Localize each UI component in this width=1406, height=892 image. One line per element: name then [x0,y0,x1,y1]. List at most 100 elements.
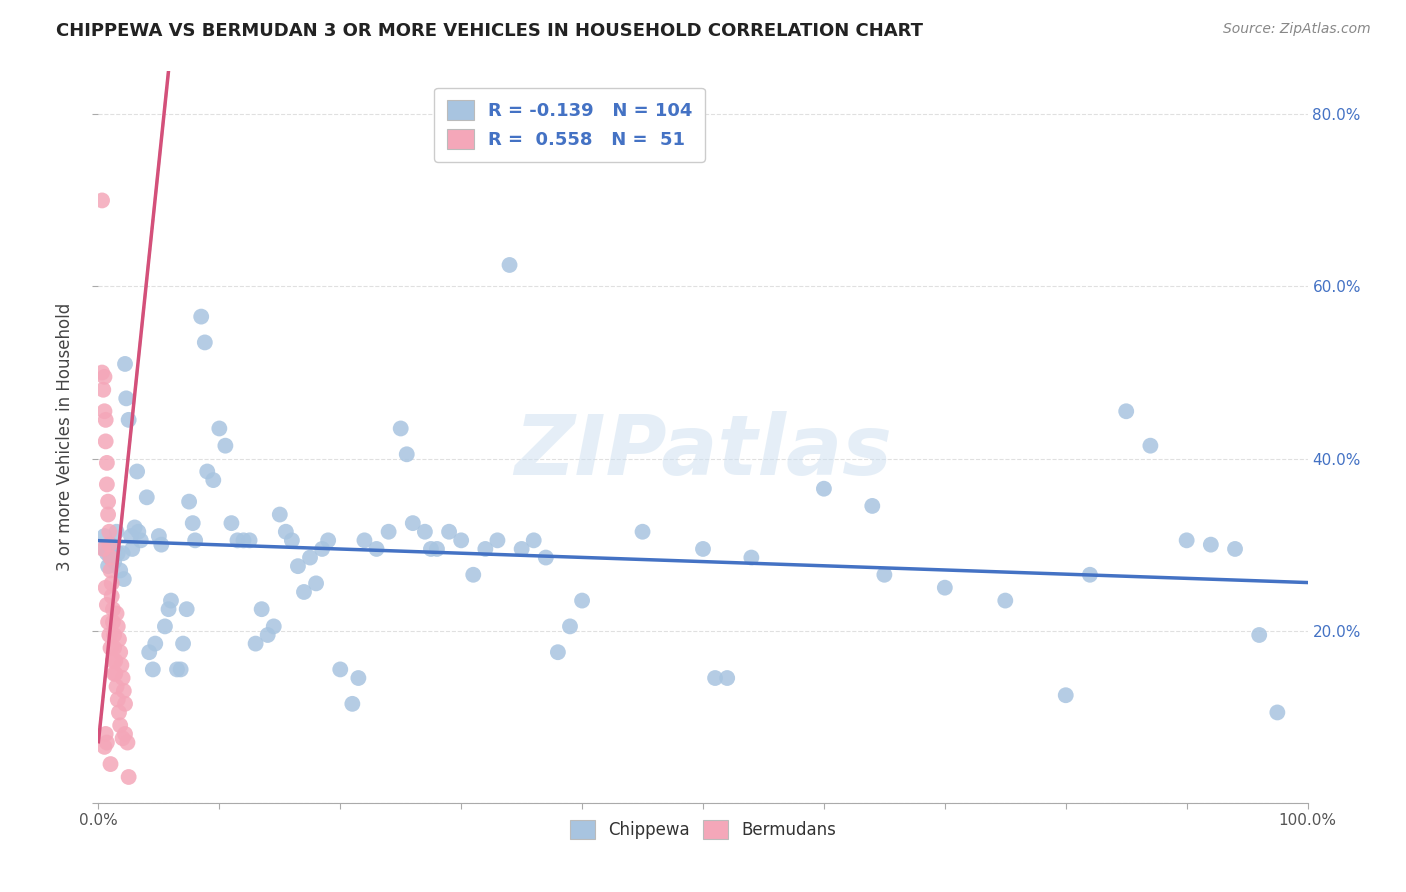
Text: CHIPPEWA VS BERMUDAN 3 OR MORE VEHICLES IN HOUSEHOLD CORRELATION CHART: CHIPPEWA VS BERMUDAN 3 OR MORE VEHICLES … [56,22,924,40]
Point [148,529,170,543]
Point [463,567,485,582]
Point [353,533,375,548]
Point [292,585,315,599]
Point [474,541,496,556]
Point [256,628,278,642]
Point [316,533,339,548]
Point [114,727,136,741]
Point [194,335,217,350]
Point [112,572,135,586]
Point [105,607,128,621]
Point [104,666,127,681]
Point [120,529,142,543]
Point [873,567,896,582]
Point [221,516,243,530]
Point [96,598,118,612]
Point [97,615,120,629]
Point [101,615,124,629]
Point [239,533,262,548]
Point [103,640,125,655]
Point [103,555,125,569]
Point [420,541,443,556]
Point [1249,628,1271,642]
Point [100,564,122,578]
Point [740,550,762,565]
Point [1139,439,1161,453]
Point [994,593,1017,607]
Legend: Chippewa, Bermudans: Chippewa, Bermudans [562,814,844,846]
Point [100,576,122,591]
Point [112,684,135,698]
Point [108,645,131,659]
Point [704,671,727,685]
Point [110,658,132,673]
Point [93,369,115,384]
Point [547,645,569,659]
Point [97,494,120,508]
Point [93,739,115,754]
Point [1267,706,1289,720]
Point [934,581,956,595]
Point [214,439,236,453]
Point [692,541,714,556]
Point [1078,567,1101,582]
Point [311,541,333,556]
Point [91,383,114,397]
Point [118,770,141,784]
Point [160,593,183,607]
Point [142,662,165,676]
Point [94,413,117,427]
Point [226,533,249,548]
Point [108,564,131,578]
Point [486,533,509,548]
Point [184,533,207,548]
Point [263,619,285,633]
Point [558,619,581,633]
Point [127,524,149,539]
Point [97,559,120,574]
Point [118,413,141,427]
Point [107,619,129,633]
Point [111,546,134,560]
Point [100,550,122,565]
Point [108,718,131,732]
Point [1054,688,1077,702]
Point [97,508,120,522]
Point [169,662,191,676]
Point [250,602,273,616]
Point [176,602,198,616]
Point [135,491,157,505]
Point [342,697,364,711]
Point [179,494,201,508]
Point [111,731,134,746]
Point [107,546,129,560]
Point [111,671,134,685]
Point [114,697,136,711]
Point [101,654,124,668]
Point [96,477,118,491]
Point [100,589,122,603]
Point [108,706,131,720]
Point [127,465,149,479]
Point [115,392,138,406]
Point [195,465,218,479]
Point [100,640,122,655]
Point [96,735,118,749]
Point [105,524,128,539]
Point [153,619,176,633]
Point [498,258,520,272]
Point [1175,533,1198,548]
Point [117,735,139,749]
Point [93,529,115,543]
Point [100,550,122,565]
Point [104,654,127,668]
Point [245,637,267,651]
Point [150,538,173,552]
Point [100,538,122,552]
Point [395,447,418,461]
Point [114,357,136,371]
Point [93,541,115,556]
Point [91,541,114,556]
Point [426,541,449,556]
Point [450,533,472,548]
